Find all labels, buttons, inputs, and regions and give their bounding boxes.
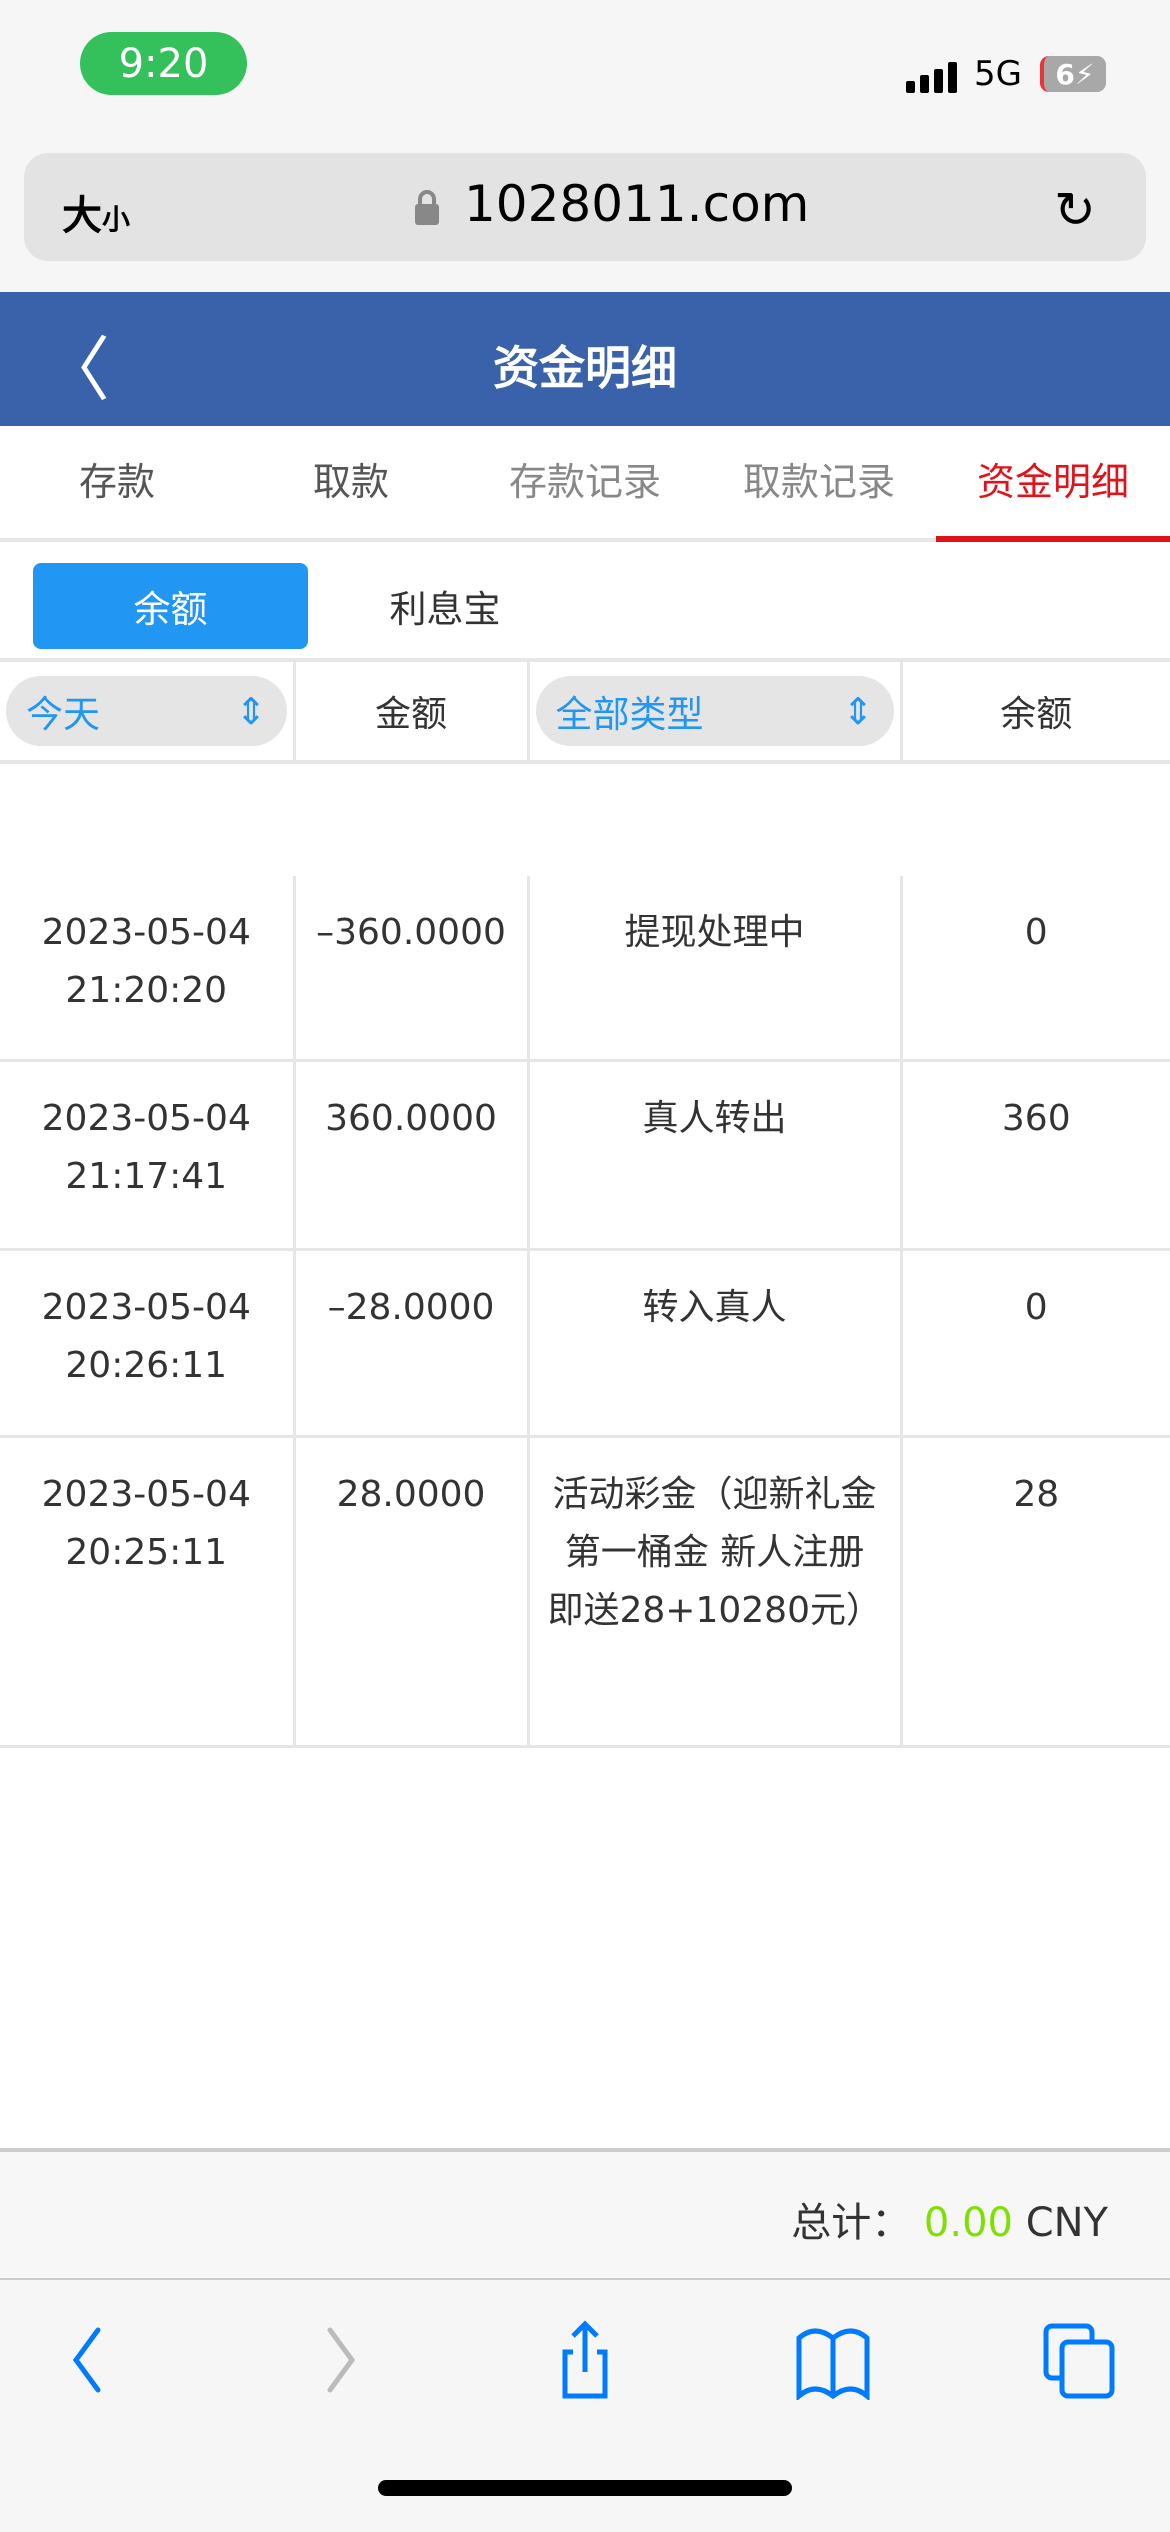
back-button[interactable]: 〈 [40, 329, 110, 411]
chevron-updown-icon: ⇕ [842, 689, 874, 733]
battery-icon: 6 ⚡ [1040, 56, 1106, 92]
network-type: 5G [974, 54, 1022, 94]
total: 总计： 0.00 CNY [791, 2190, 1108, 2248]
tabs-icon[interactable] [1040, 2320, 1120, 2400]
total-value: 0.00 [923, 2200, 1013, 2246]
subtab-interest[interactable]: 利息宝 [389, 588, 501, 631]
table-row: 2023-05-04 20:25:11 28.0000 活动彩金（迎新礼金 第一桶… [0, 1436, 1170, 1748]
battery-level: 6 [1055, 57, 1075, 91]
date: 2023-05-04 [41, 912, 251, 953]
clock: 9:20 [80, 32, 247, 95]
tab-bar: 存款 取款 存款记录 取款记录 资金明细 [0, 426, 1170, 542]
datetime-cell: 2023-05-04 20:25:11 [0, 1436, 296, 1748]
type-filter-select[interactable]: 全部类型 ⇕ [535, 676, 894, 746]
table-row: 2023-05-04 20:26:11 –28.0000 转入真人 0 [0, 1249, 1170, 1438]
time: 20:25:11 [65, 1531, 228, 1573]
time: 21:20:20 [65, 970, 228, 1011]
chevron-updown-icon: ⇕ [235, 689, 267, 733]
text-size-button[interactable]: 大小 [62, 183, 130, 241]
amount-cell: 28.0000 [294, 1436, 530, 1748]
time: 21:17:41 [65, 1155, 228, 1197]
amount-cell: –28.0000 [294, 1249, 530, 1438]
subtab-bar: 余额 利息宝 [0, 542, 1170, 662]
share-icon[interactable] [545, 2320, 625, 2400]
page-title: 资金明细 [493, 341, 677, 395]
date: 2023-05-04 [41, 1286, 251, 1328]
tab-fund-details[interactable]: 资金明细 [936, 426, 1170, 542]
type-cell: 提现处理中 [528, 876, 903, 1062]
date-filter-select[interactable]: 今天 ⇕ [6, 676, 287, 746]
amount-header: 金额 [294, 662, 530, 764]
type-filter-value: 全部类型 [555, 693, 704, 736]
address-bar[interactable]: 大小 1028011.com ↻ [24, 153, 1146, 261]
type-cell: 转入真人 [528, 1249, 903, 1438]
spacer [0, 762, 1170, 876]
reload-icon[interactable]: ↻ [1054, 181, 1096, 239]
browser-forward-icon[interactable] [300, 2320, 380, 2400]
datetime-cell: 2023-05-04 21:17:41 [0, 1060, 296, 1251]
datetime-cell: 2023-05-04 20:26:11 [0, 1249, 296, 1438]
table-row: 2023-05-04 21:20:20 –360.0000 提现处理中 0 [0, 876, 1170, 1062]
balance-cell: 28 [901, 1436, 1170, 1748]
datetime-cell: 2023-05-04 21:20:20 [0, 876, 296, 1062]
balance-cell: 0 [901, 1249, 1170, 1438]
lock-icon [415, 190, 439, 225]
total-label: 总计： [791, 2200, 912, 2246]
text-size-small: 小 [102, 203, 131, 236]
date: 2023-05-04 [41, 1473, 251, 1515]
type-cell: 真人转出 [528, 1060, 903, 1251]
tab-withdraw[interactable]: 取款 [312, 460, 389, 504]
total-bar: 总计： 0.00 CNY [0, 2148, 1170, 2280]
balance-cell: 360 [901, 1060, 1170, 1251]
signal-icon [906, 62, 957, 93]
date: 2023-05-04 [41, 1097, 251, 1139]
subtab-balance[interactable]: 余额 [33, 563, 308, 649]
balance-cell: 0 [901, 876, 1170, 1062]
amount-cell: –360.0000 [294, 876, 530, 1062]
date-filter-value: 今天 [26, 693, 100, 736]
bookmarks-icon[interactable] [793, 2320, 873, 2400]
fund-table: 今天 ⇕ 金额 全部类型 ⇕ 余额 2023-05-04 21:20:20 –360.… [0, 662, 1170, 1748]
time: 20:26:11 [65, 1344, 228, 1386]
status-bar: 9:20 5G 6 ⚡ 大小 1028011.com ↻ [0, 0, 1170, 292]
page-header: 〈 资金明细 [0, 292, 1170, 426]
browser-back-icon[interactable] [48, 2320, 128, 2400]
currency: CNY [1025, 2200, 1108, 2246]
url-text[interactable]: 1028011.com [464, 175, 810, 233]
tab-withdraw-records[interactable]: 取款记录 [742, 460, 895, 504]
home-indicator [378, 2480, 792, 2496]
amount-cell: 360.0000 [294, 1060, 530, 1251]
table-row: 2023-05-04 21:17:41 360.0000 真人转出 360 [0, 1060, 1170, 1251]
tab-deposit-records[interactable]: 存款记录 [508, 460, 661, 504]
tab-deposit[interactable]: 存款 [78, 460, 155, 504]
date-filter-cell: 今天 ⇕ [0, 662, 296, 764]
type-cell: 活动彩金（迎新礼金 第一桶金 新人注册即送28+10280元） [528, 1436, 903, 1748]
balance-header: 余额 [901, 662, 1170, 764]
text-size-large: 大 [62, 193, 102, 239]
type-filter-cell: 全部类型 ⇕ [528, 662, 903, 764]
